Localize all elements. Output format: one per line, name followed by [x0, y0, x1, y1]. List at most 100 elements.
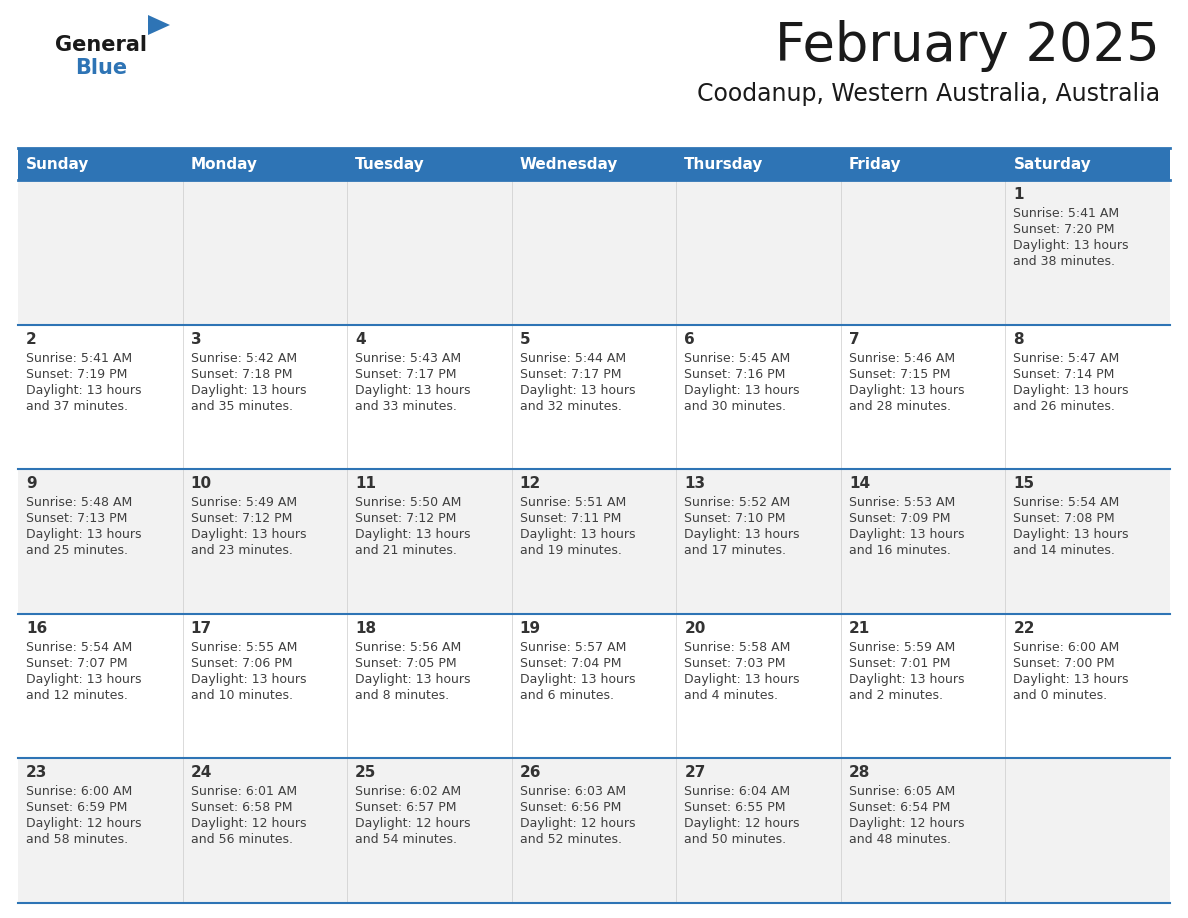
Bar — [18, 469, 1170, 614]
Text: Sunset: 7:04 PM: Sunset: 7:04 PM — [519, 656, 621, 670]
Text: Sunset: 7:09 PM: Sunset: 7:09 PM — [849, 512, 950, 525]
Text: Daylight: 12 hours: Daylight: 12 hours — [355, 817, 470, 831]
Text: Sunrise: 5:41 AM: Sunrise: 5:41 AM — [1013, 207, 1119, 220]
Text: Daylight: 13 hours: Daylight: 13 hours — [684, 384, 800, 397]
Text: Sunrise: 6:05 AM: Sunrise: 6:05 AM — [849, 786, 955, 799]
Text: and 23 minutes.: and 23 minutes. — [190, 544, 292, 557]
Text: 8: 8 — [1013, 331, 1024, 347]
Text: and 17 minutes.: and 17 minutes. — [684, 544, 786, 557]
Text: Daylight: 13 hours: Daylight: 13 hours — [849, 384, 965, 397]
Text: 19: 19 — [519, 621, 541, 636]
Text: 27: 27 — [684, 766, 706, 780]
Text: Sunset: 7:07 PM: Sunset: 7:07 PM — [26, 656, 127, 670]
Text: and 30 minutes.: and 30 minutes. — [684, 399, 786, 412]
Text: 26: 26 — [519, 766, 542, 780]
Text: General: General — [55, 35, 147, 55]
Text: Daylight: 13 hours: Daylight: 13 hours — [190, 673, 307, 686]
Text: and 10 minutes.: and 10 minutes. — [190, 688, 292, 701]
Text: Sunset: 7:15 PM: Sunset: 7:15 PM — [849, 367, 950, 381]
Text: and 25 minutes.: and 25 minutes. — [26, 544, 128, 557]
Text: Daylight: 13 hours: Daylight: 13 hours — [519, 673, 636, 686]
Text: Sunrise: 6:00 AM: Sunrise: 6:00 AM — [1013, 641, 1119, 654]
Text: Sunrise: 5:43 AM: Sunrise: 5:43 AM — [355, 352, 461, 364]
Text: Sunrise: 5:45 AM: Sunrise: 5:45 AM — [684, 352, 790, 364]
Text: Daylight: 13 hours: Daylight: 13 hours — [355, 384, 470, 397]
Text: 7: 7 — [849, 331, 859, 347]
Text: 15: 15 — [1013, 476, 1035, 491]
Text: Sunset: 7:20 PM: Sunset: 7:20 PM — [1013, 223, 1114, 236]
Text: Sunset: 7:06 PM: Sunset: 7:06 PM — [190, 656, 292, 670]
Text: Daylight: 13 hours: Daylight: 13 hours — [1013, 673, 1129, 686]
Text: Sunrise: 5:48 AM: Sunrise: 5:48 AM — [26, 497, 132, 509]
Text: Sunset: 7:03 PM: Sunset: 7:03 PM — [684, 656, 785, 670]
Text: 20: 20 — [684, 621, 706, 636]
Text: Daylight: 13 hours: Daylight: 13 hours — [1013, 239, 1129, 252]
Text: Sunrise: 5:44 AM: Sunrise: 5:44 AM — [519, 352, 626, 364]
Text: Sunset: 6:56 PM: Sunset: 6:56 PM — [519, 801, 621, 814]
Text: Sunset: 7:18 PM: Sunset: 7:18 PM — [190, 367, 292, 381]
Text: 16: 16 — [26, 621, 48, 636]
Text: Coodanup, Western Australia, Australia: Coodanup, Western Australia, Australia — [697, 82, 1159, 106]
Text: 22: 22 — [1013, 621, 1035, 636]
Text: Sunrise: 5:47 AM: Sunrise: 5:47 AM — [1013, 352, 1119, 364]
Text: 10: 10 — [190, 476, 211, 491]
Text: Sunrise: 5:53 AM: Sunrise: 5:53 AM — [849, 497, 955, 509]
Text: Friday: Friday — [849, 156, 902, 172]
Text: Sunset: 7:00 PM: Sunset: 7:00 PM — [1013, 656, 1116, 670]
Text: Daylight: 13 hours: Daylight: 13 hours — [684, 673, 800, 686]
Text: and 6 minutes.: and 6 minutes. — [519, 688, 614, 701]
Text: 4: 4 — [355, 331, 366, 347]
Text: and 2 minutes.: and 2 minutes. — [849, 688, 943, 701]
Text: and 54 minutes.: and 54 minutes. — [355, 834, 457, 846]
Text: Daylight: 13 hours: Daylight: 13 hours — [684, 528, 800, 542]
Bar — [18, 148, 1170, 180]
Text: Sunset: 7:14 PM: Sunset: 7:14 PM — [1013, 367, 1114, 381]
Text: and 35 minutes.: and 35 minutes. — [190, 399, 292, 412]
Text: and 21 minutes.: and 21 minutes. — [355, 544, 457, 557]
Text: 17: 17 — [190, 621, 211, 636]
Text: and 28 minutes.: and 28 minutes. — [849, 399, 950, 412]
Text: February 2025: February 2025 — [776, 20, 1159, 72]
Text: Daylight: 13 hours: Daylight: 13 hours — [26, 528, 141, 542]
Text: Sunset: 7:05 PM: Sunset: 7:05 PM — [355, 656, 456, 670]
Text: 21: 21 — [849, 621, 870, 636]
Text: Daylight: 13 hours: Daylight: 13 hours — [355, 673, 470, 686]
Text: Daylight: 13 hours: Daylight: 13 hours — [1013, 528, 1129, 542]
Text: Sunrise: 5:51 AM: Sunrise: 5:51 AM — [519, 497, 626, 509]
Text: Sunrise: 6:01 AM: Sunrise: 6:01 AM — [190, 786, 297, 799]
Text: Sunset: 6:57 PM: Sunset: 6:57 PM — [355, 801, 456, 814]
Text: Sunrise: 6:02 AM: Sunrise: 6:02 AM — [355, 786, 461, 799]
Text: and 12 minutes.: and 12 minutes. — [26, 688, 128, 701]
Text: and 16 minutes.: and 16 minutes. — [849, 544, 950, 557]
Text: Sunrise: 5:52 AM: Sunrise: 5:52 AM — [684, 497, 790, 509]
Text: 5: 5 — [519, 331, 530, 347]
Polygon shape — [148, 15, 170, 35]
Text: 12: 12 — [519, 476, 541, 491]
Text: Blue: Blue — [75, 58, 127, 78]
Text: and 26 minutes.: and 26 minutes. — [1013, 399, 1116, 412]
Text: Wednesday: Wednesday — [519, 156, 618, 172]
Text: Sunset: 7:16 PM: Sunset: 7:16 PM — [684, 367, 785, 381]
Text: Sunrise: 5:50 AM: Sunrise: 5:50 AM — [355, 497, 461, 509]
Text: Sunset: 7:01 PM: Sunset: 7:01 PM — [849, 656, 950, 670]
Text: Daylight: 12 hours: Daylight: 12 hours — [684, 817, 800, 831]
Text: Thursday: Thursday — [684, 156, 764, 172]
Text: Daylight: 13 hours: Daylight: 13 hours — [190, 384, 307, 397]
Text: 18: 18 — [355, 621, 377, 636]
Text: Daylight: 13 hours: Daylight: 13 hours — [519, 528, 636, 542]
Text: Daylight: 13 hours: Daylight: 13 hours — [849, 528, 965, 542]
Text: 14: 14 — [849, 476, 870, 491]
Text: and 33 minutes.: and 33 minutes. — [355, 399, 457, 412]
Text: 6: 6 — [684, 331, 695, 347]
Text: 13: 13 — [684, 476, 706, 491]
Text: Daylight: 12 hours: Daylight: 12 hours — [849, 817, 965, 831]
Text: Sunset: 6:59 PM: Sunset: 6:59 PM — [26, 801, 127, 814]
Text: Sunrise: 5:46 AM: Sunrise: 5:46 AM — [849, 352, 955, 364]
Text: and 32 minutes.: and 32 minutes. — [519, 399, 621, 412]
Text: Daylight: 12 hours: Daylight: 12 hours — [26, 817, 141, 831]
Text: Daylight: 13 hours: Daylight: 13 hours — [355, 528, 470, 542]
Bar — [18, 758, 1170, 903]
Text: Monday: Monday — [190, 156, 258, 172]
Text: Sunset: 7:19 PM: Sunset: 7:19 PM — [26, 367, 127, 381]
Text: Sunday: Sunday — [26, 156, 89, 172]
